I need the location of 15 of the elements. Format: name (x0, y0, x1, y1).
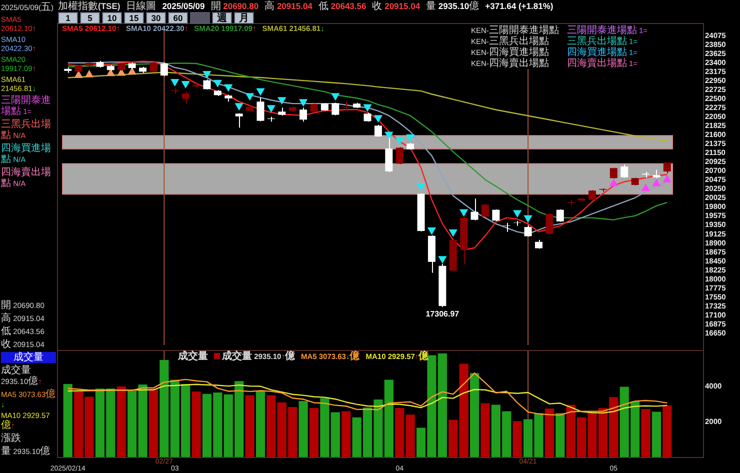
chart-subtitle: 日線圖 (126, 1, 156, 12)
text: 收 20915.04 (372, 1, 420, 12)
text: 週 月 (217, 13, 249, 24)
annotation: 17306.97 (426, 309, 460, 318)
text: 成交量 (14, 352, 44, 363)
text: +371.64 (+1.81%) (485, 1, 554, 11)
chart-title: 成交量 (178, 351, 208, 362)
text: 低 20643.56 (318, 1, 366, 12)
text: 2025/05/09 (162, 1, 205, 11)
text: 漲跌 (1, 433, 21, 444)
text: 1 5 10 15 30 60 (66, 13, 183, 23)
text: 開 20690.80 (210, 1, 259, 12)
text: 高 20915.04 (264, 1, 312, 12)
chart-title: 加權指數(TSE) (58, 1, 120, 12)
text: 量 2935.10億 (426, 1, 480, 12)
